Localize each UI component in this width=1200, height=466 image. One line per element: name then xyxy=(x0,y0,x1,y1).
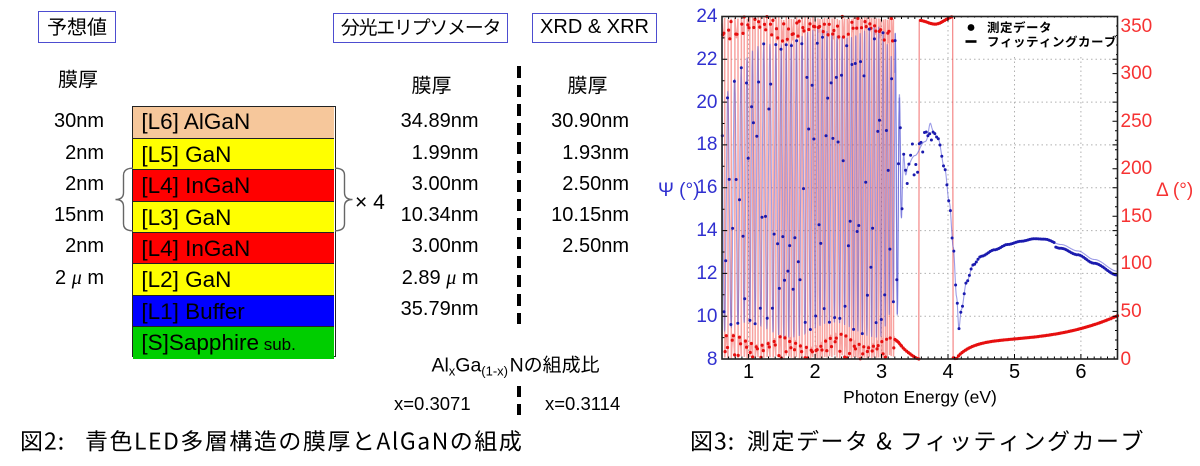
svg-text:(1-x): (1-x) xyxy=(481,364,508,379)
svg-text:Al: Al xyxy=(432,355,449,377)
svg-text:Ga: Ga xyxy=(455,355,481,377)
svg-text:x: x xyxy=(449,364,456,379)
svg-text:N: N xyxy=(510,355,524,377)
